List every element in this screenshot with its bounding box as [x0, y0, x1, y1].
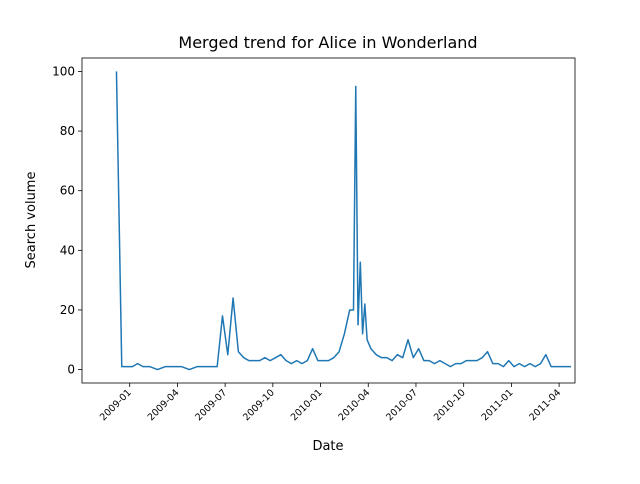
- plot-frame: [81, 57, 576, 384]
- y-tick-label: 20: [60, 303, 75, 317]
- y-axis-label: Search volume: [24, 172, 39, 269]
- x-axis-label: Date: [312, 439, 343, 454]
- y-tick-label: 100: [52, 64, 75, 78]
- y-tick-label: 80: [60, 124, 75, 138]
- y-tick-label: 60: [60, 184, 75, 198]
- y-tick-label: 40: [60, 243, 75, 257]
- chart-title: Merged trend for Alice in Wonderland: [178, 33, 477, 52]
- y-tick-label: 0: [67, 363, 75, 377]
- data-line: [115, 71, 572, 371]
